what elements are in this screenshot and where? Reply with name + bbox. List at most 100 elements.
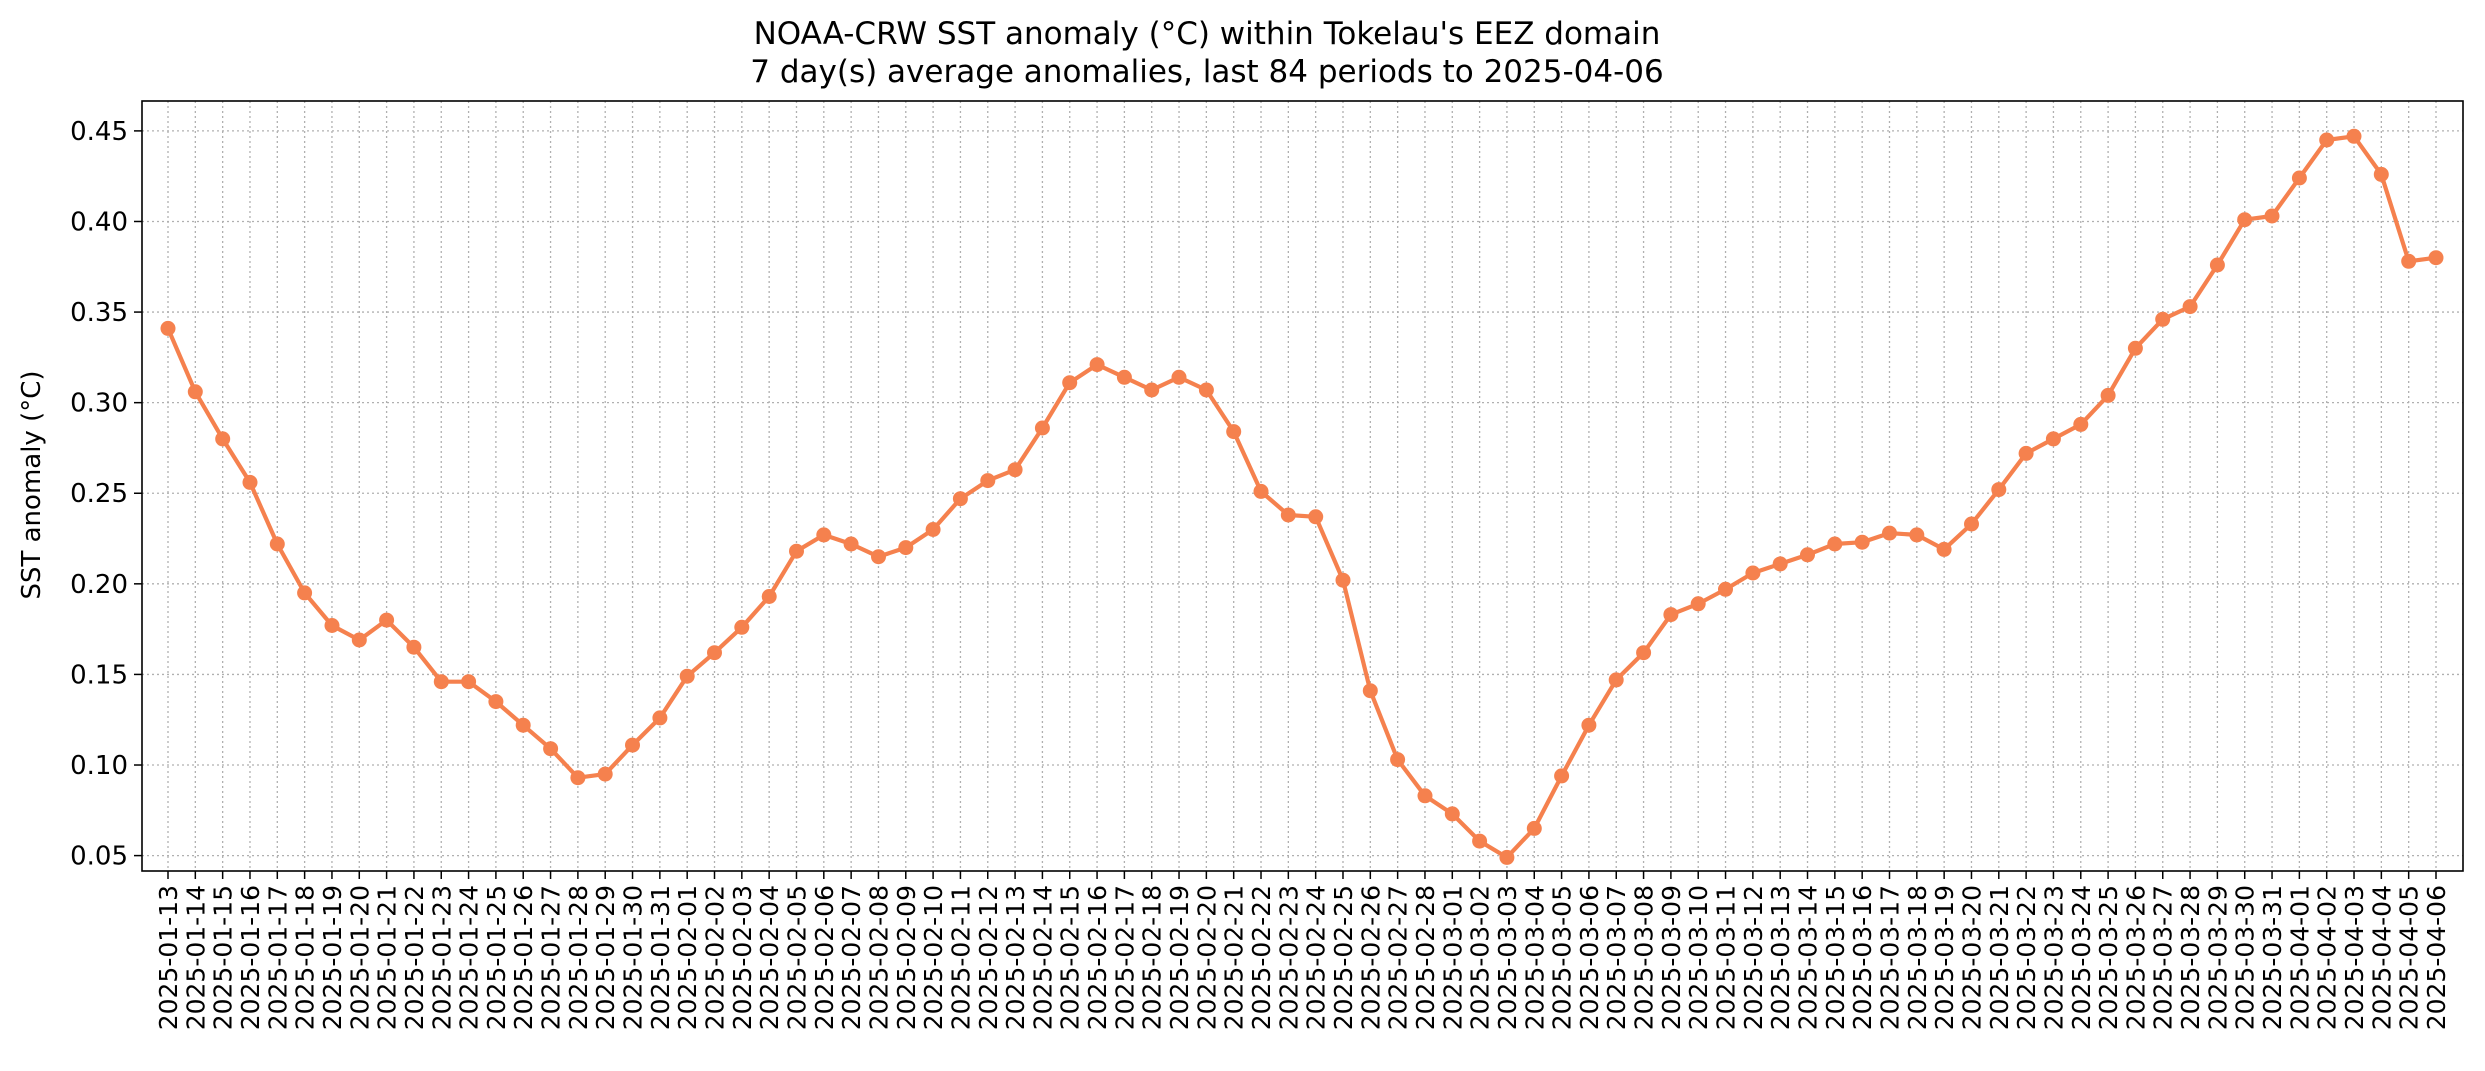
x-tick-label: 2025-04-06 — [2422, 885, 2451, 1030]
x-tick-label: 2025-02-17 — [1110, 885, 1139, 1030]
x-tick-label: 2025-01-16 — [236, 885, 265, 1030]
data-point — [1854, 534, 1870, 550]
data-point — [2291, 170, 2307, 186]
x-tick-label: 2025-03-14 — [1794, 885, 1823, 1030]
data-point — [2319, 132, 2335, 148]
data-point — [297, 585, 313, 601]
data-point — [1690, 596, 1706, 612]
data-point — [843, 536, 859, 552]
data-point — [2401, 253, 2417, 269]
data-point — [1390, 752, 1406, 768]
data-point — [1772, 556, 1788, 572]
data-series — [160, 128, 2444, 865]
y-tick-label: 0.05 — [70, 842, 128, 872]
data-point — [187, 384, 203, 400]
y-tick-label: 0.35 — [70, 298, 128, 328]
x-tick-label: 2025-02-08 — [865, 885, 894, 1030]
x-tick-label: 2025-04-05 — [2395, 885, 2424, 1030]
x-tick-label: 2025-03-18 — [1903, 885, 1932, 1030]
y-tick-label: 0.10 — [70, 751, 128, 781]
x-tick-label: 2025-03-26 — [2121, 885, 2150, 1030]
data-point — [952, 491, 968, 507]
data-point — [1718, 581, 1733, 597]
x-tick-label: 2025-01-30 — [619, 885, 648, 1030]
x-tick-label: 2025-03-21 — [1985, 885, 2014, 1030]
x-tick-label: 2025-02-02 — [701, 885, 730, 1030]
data-point — [1417, 788, 1433, 804]
data-point — [1362, 683, 1378, 699]
y-tick-label: 0.25 — [70, 479, 128, 509]
data-point — [1280, 507, 1296, 523]
data-point — [871, 549, 886, 565]
data-point — [2346, 128, 2362, 144]
x-tick-label: 2025-02-25 — [1329, 885, 1358, 1030]
x-tick-label: 2025-02-27 — [1384, 885, 1413, 1030]
x-tick-label: 2025-01-25 — [482, 885, 511, 1030]
x-tick-label: 2025-03-11 — [1712, 885, 1741, 1030]
x-tick-label: 2025-01-26 — [509, 885, 538, 1030]
data-point — [1608, 672, 1624, 688]
x-tick-label: 2025-03-19 — [1930, 885, 1959, 1030]
data-point — [761, 589, 777, 604]
data-point — [652, 710, 668, 726]
x-tick-label: 2025-01-17 — [263, 885, 292, 1030]
x-tick-label: 2025-03-25 — [2094, 885, 2123, 1030]
data-point — [160, 320, 176, 336]
data-point — [269, 536, 285, 552]
x-tick-label: 2025-02-15 — [1056, 885, 1085, 1030]
data-point — [1964, 516, 1979, 532]
data-point — [679, 668, 695, 684]
x-tick-label: 2025-03-06 — [1575, 885, 1604, 1030]
x-tick-label: 2025-01-13 — [154, 885, 183, 1030]
x-tick-label: 2025-03-30 — [2231, 885, 2260, 1030]
data-point — [2045, 431, 2061, 447]
x-axis-ticks: 2025-01-132025-01-142025-01-152025-01-16… — [154, 871, 2451, 1030]
x-tick-label: 2025-01-27 — [537, 885, 566, 1030]
data-point — [2155, 311, 2171, 327]
x-tick-label: 2025-04-01 — [2285, 885, 2314, 1030]
x-tick-label: 2025-02-11 — [946, 885, 975, 1030]
x-tick-label: 2025-02-07 — [837, 885, 866, 1030]
x-tick-label: 2025-03-03 — [1493, 885, 1522, 1030]
x-tick-label: 2025-03-10 — [1684, 885, 1713, 1030]
data-point — [2264, 208, 2280, 224]
x-tick-label: 2025-03-20 — [1958, 885, 1987, 1030]
data-point — [2373, 166, 2389, 182]
x-tick-label: 2025-02-12 — [974, 885, 1003, 1030]
data-point — [816, 527, 832, 543]
x-tick-label: 2025-03-15 — [1821, 885, 1850, 1030]
x-tick-label: 2025-01-19 — [318, 885, 347, 1030]
data-point — [1800, 547, 1815, 563]
x-tick-label: 2025-03-23 — [2039, 885, 2068, 1030]
x-tick-label: 2025-03-08 — [1630, 885, 1659, 1030]
x-tick-label: 2025-03-01 — [1438, 885, 1467, 1030]
data-point — [980, 473, 996, 489]
x-tick-label: 2025-02-14 — [1028, 885, 1057, 1030]
x-tick-label: 2025-03-09 — [1657, 885, 1686, 1030]
x-tick-label: 2025-03-28 — [2176, 885, 2205, 1030]
x-tick-label: 2025-02-28 — [1411, 885, 1440, 1030]
x-tick-label: 2025-03-16 — [1848, 885, 1877, 1030]
data-point — [597, 766, 613, 782]
x-tick-label: 2025-01-23 — [427, 885, 456, 1030]
data-point — [2237, 212, 2253, 228]
data-point — [2127, 340, 2143, 356]
y-tick-label: 0.20 — [70, 570, 128, 600]
x-tick-label: 2025-01-20 — [345, 885, 374, 1030]
x-tick-label: 2025-03-24 — [2067, 885, 2096, 1030]
data-point — [1007, 462, 1023, 478]
data-point — [1636, 645, 1652, 661]
x-tick-label: 2025-01-18 — [291, 885, 320, 1030]
data-point — [1171, 369, 1187, 385]
x-tick-label: 2025-03-02 — [1466, 885, 1495, 1030]
data-point — [1499, 849, 1515, 865]
data-point — [2073, 416, 2089, 432]
x-tick-label: 2025-01-28 — [564, 885, 593, 1030]
x-tick-label: 2025-02-26 — [1356, 885, 1385, 1030]
x-tick-label: 2025-02-18 — [1138, 885, 1167, 1030]
x-tick-label: 2025-02-22 — [1247, 885, 1276, 1030]
plot-frame — [141, 100, 2464, 872]
data-point — [734, 619, 750, 635]
data-point — [1308, 509, 1324, 525]
data-point — [488, 694, 504, 710]
